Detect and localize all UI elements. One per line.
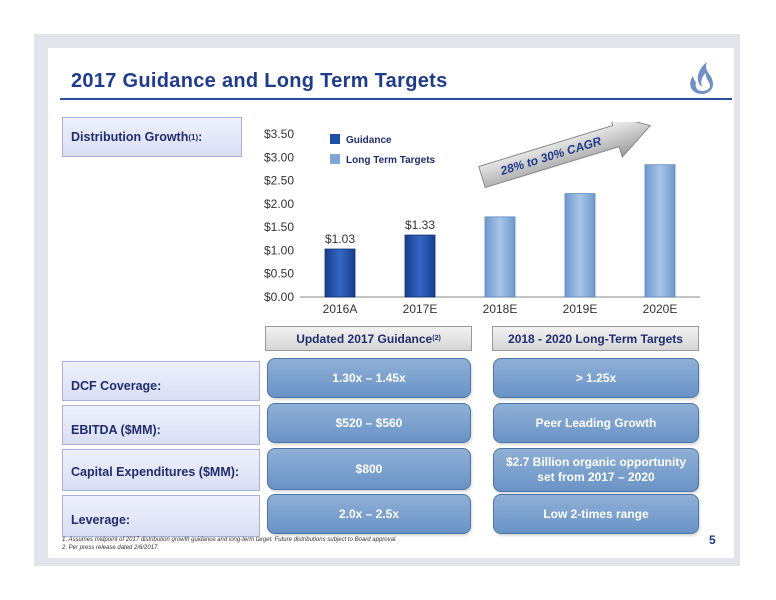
long-term-capex-line2: set from 2017 – 2020: [537, 470, 655, 484]
leverage-label: Leverage:: [62, 495, 260, 537]
guidance-column-header: Updated 2017 Guidance (2): [265, 326, 472, 351]
guidance-leverage-value: 2.0x – 2.5x: [267, 494, 471, 534]
long-term-dcf-value: > 1.25x: [493, 358, 699, 398]
x-tick-label: 2017E: [403, 302, 438, 316]
bar: [324, 248, 356, 298]
bar: [564, 193, 596, 298]
x-tick-label: 2020E: [643, 302, 678, 316]
long-term-capex-line1: $2.7 Billion organic opportunity: [505, 455, 686, 469]
long-term-ebitda-value: Peer Leading Growth: [493, 403, 699, 443]
title-divider: [60, 98, 732, 100]
y-tick-label: $0.50: [264, 267, 294, 281]
capex-text: Capital Expenditures ($MM):: [71, 465, 240, 479]
dcf-coverage-text: DCF Coverage:: [71, 379, 162, 393]
distribution-growth-colon: :: [198, 130, 203, 144]
long-term-capex-value: $2.7 Billion organic opportunity set fro…: [493, 448, 699, 492]
long-term-leverage-value: Low 2-times range: [493, 494, 699, 534]
y-tick-label: $1.50: [264, 220, 294, 234]
guidance-header-text: Updated 2017 Guidance: [296, 331, 433, 346]
bar: [644, 164, 676, 298]
guidance-header-footnote-ref: (2): [432, 335, 441, 342]
x-tick-label: 2016A: [323, 302, 358, 316]
bar: [404, 234, 436, 298]
leverage-text: Leverage:: [71, 513, 131, 527]
dcf-coverage-label: DCF Coverage:: [62, 361, 260, 401]
y-tick-label: $2.00: [264, 197, 294, 211]
cagr-arrow: 28% to 30% CAGR: [478, 122, 652, 189]
legend-label: Guidance: [346, 135, 392, 146]
ebitda-text: EBITDA ($MM):: [71, 423, 161, 437]
legend-label: Long Term Targets: [346, 155, 436, 166]
distribution-growth-text: Distribution Growth: [71, 130, 189, 144]
page-title: 2017 Guidance and Long Term Targets: [71, 70, 448, 92]
ebitda-label: EBITDA ($MM):: [62, 405, 260, 445]
y-tick-label: $2.50: [264, 174, 294, 188]
guidance-dcf-value: 1.30x – 1.45x: [267, 358, 471, 398]
guidance-capex-value: $800: [267, 448, 471, 490]
distribution-growth-label: Distribution Growth (1):: [62, 117, 242, 157]
footnote-2: 2. Per press release dated 2/6/2017.: [62, 545, 160, 551]
distribution-growth-footnote-ref: (1): [188, 132, 199, 142]
flame-logo-icon: [690, 62, 713, 94]
long-term-header-text: 2018 - 2020 Long-Term Targets: [508, 331, 683, 346]
bar-data-label: $1.33: [405, 218, 435, 232]
bar: [484, 216, 516, 298]
legend-swatch: [330, 134, 340, 144]
legend-swatch: [330, 154, 340, 164]
y-tick-label: $1.00: [264, 243, 294, 257]
y-tick-label: $0.00: [264, 290, 294, 304]
footnote-1: 1. Assumes midpoint of 2017 distribution…: [62, 537, 397, 543]
y-tick-label: $3.50: [264, 127, 294, 141]
x-tick-label: 2018E: [483, 302, 518, 316]
bar-data-label: $1.03: [325, 232, 355, 246]
guidance-ebitda-value: $520 – $560: [267, 403, 471, 443]
long-term-column-header: 2018 - 2020 Long-Term Targets: [492, 326, 699, 351]
capex-label: Capital Expenditures ($MM):: [62, 449, 260, 491]
x-tick-label: 2019E: [563, 302, 598, 316]
page-number: 5: [709, 533, 716, 547]
y-tick-label: $3.00: [264, 150, 294, 164]
distribution-growth-chart: $0.00 $0.50 $1.00 $1.50 $2.00 $2.50 $3.00 $3.50…: [264, 122, 700, 316]
